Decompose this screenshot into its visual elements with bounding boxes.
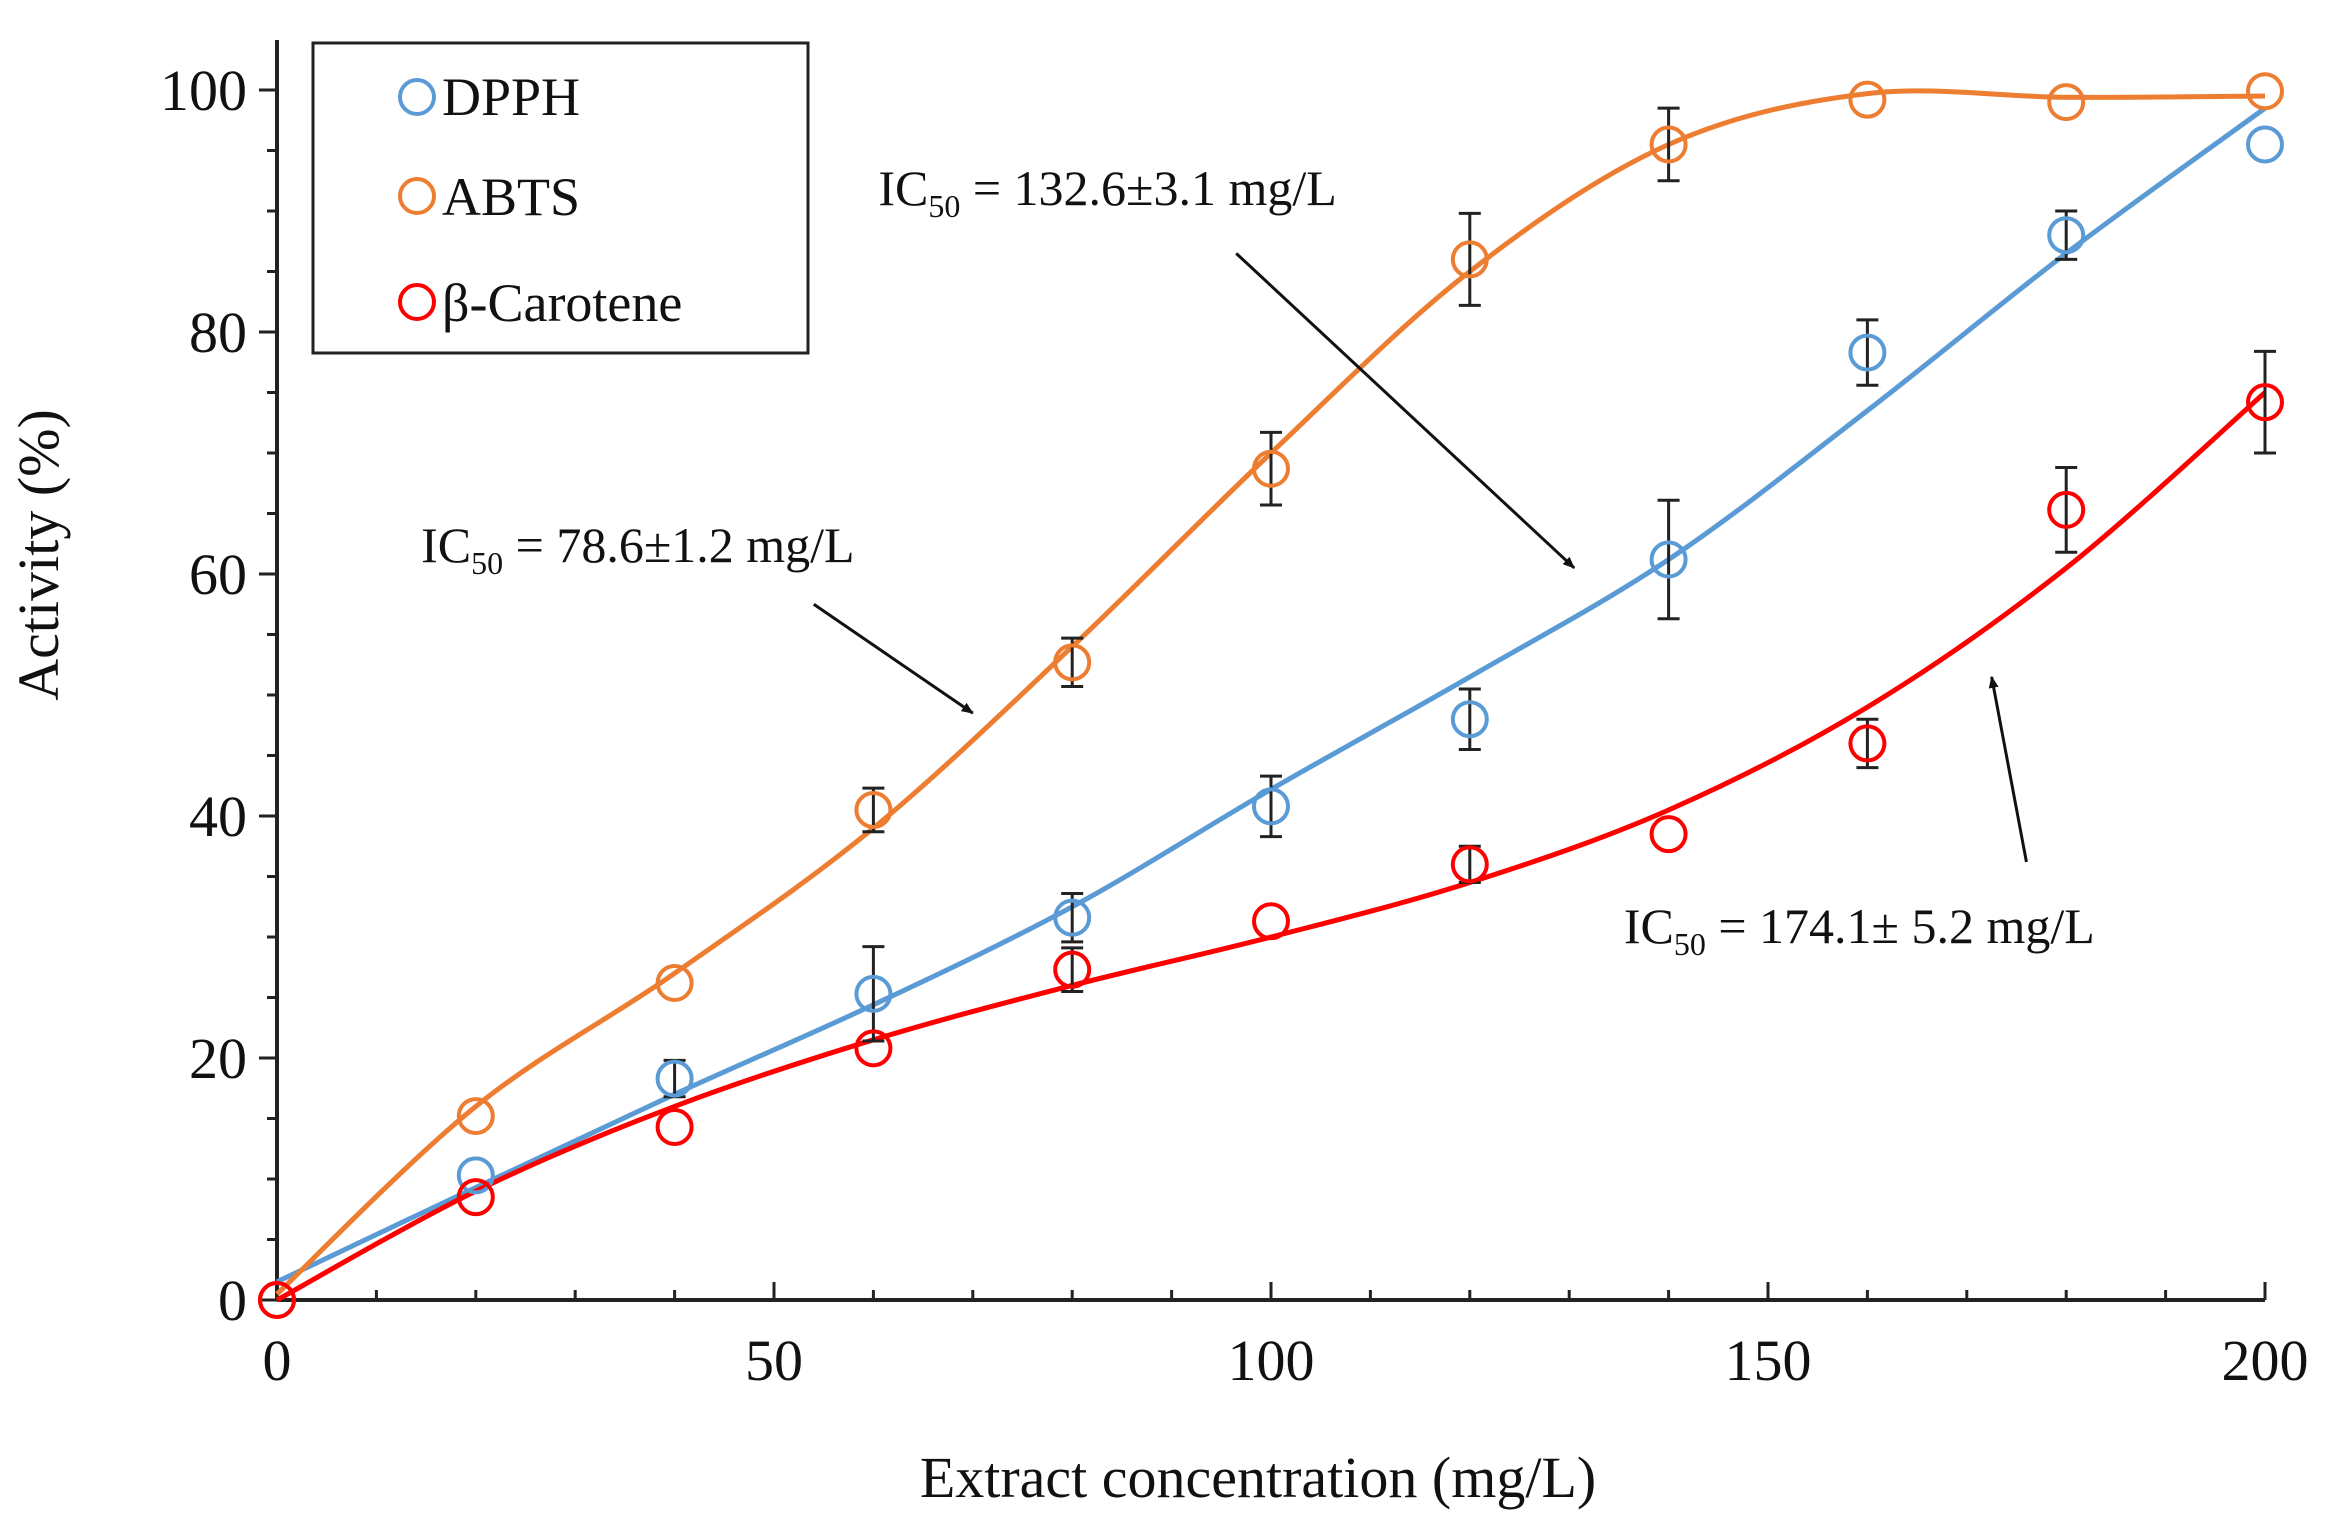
legend-label-abts: ABTS [442,167,580,227]
error-bar [1658,108,1680,181]
y-tick-label: 100 [160,58,247,123]
data-point [1254,904,1288,938]
error-bar [1658,500,1680,619]
x-tick-label: 100 [1228,1328,1315,1393]
error-bar [1459,846,1481,882]
legend-label-carotene: β-Carotene [442,273,682,333]
y-ticks: 0 20 40 60 80 100 [160,58,277,1333]
error-bar [2055,468,2077,553]
legend-label-dpph: DPPH [442,67,580,127]
annotation-arrow [1992,677,2027,862]
x-tick-label: 200 [2222,1328,2309,1393]
error-bar [1856,320,1878,385]
y-tick-label: 80 [189,300,247,365]
y-tick-label: 60 [189,542,247,607]
error-bar [1459,213,1481,305]
ic50-annotation: IC50 = 174.1± 5.2 mg/L [1624,898,2095,962]
data-point [2248,74,2282,108]
y-tick-label: 20 [189,1026,247,1091]
x-tick-label: 150 [1725,1328,1812,1393]
x-tick-label: 0 [263,1328,292,1393]
error-bar [1459,689,1481,750]
y-tick-label: 0 [218,1268,247,1333]
x-axis-title: Extract concentration (mg/L) [920,1445,1596,1510]
legend: DPPH ABTS β-Carotene [313,43,808,353]
error-bar [862,947,884,1041]
data-point [2049,85,2083,119]
chart: 0 20 40 60 80 100 0 50 100 150 200 IC50 = 78.6±1.… [0,0,2339,1535]
ic50-annotation: IC50 = 78.6±1.2 mg/L [421,517,854,581]
y-axis-title: Activity (%) [6,409,71,701]
y-tick-label: 40 [189,784,247,849]
x-tick-label: 50 [745,1328,803,1393]
annotation-arrow [814,604,973,713]
data-point [1850,83,1884,117]
data-point [1652,817,1686,851]
data-point [2248,127,2282,161]
ic50-annotation: IC50 = 132.6±3.1 mg/L [878,160,1336,224]
data-point [658,1110,692,1144]
annotation-arrow [1236,253,1574,568]
